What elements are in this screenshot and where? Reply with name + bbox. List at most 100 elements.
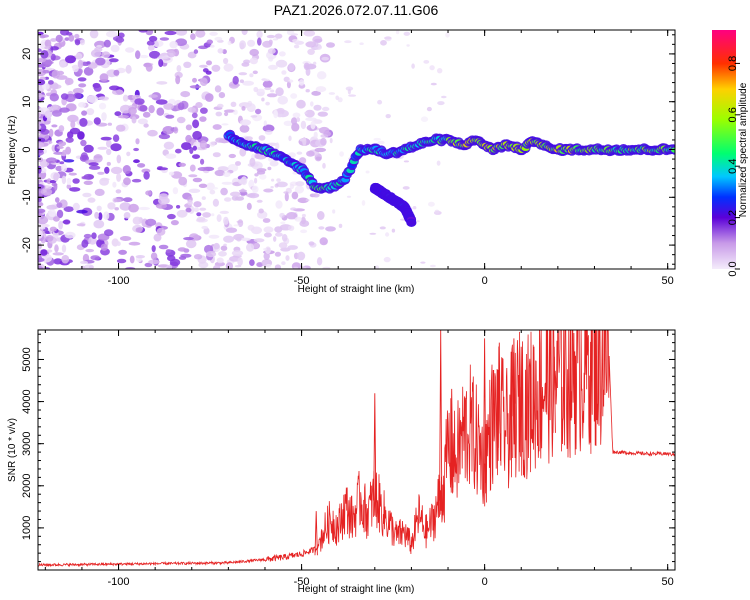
colorbar-tick-label: 0.2 [727,210,739,225]
spectrogram-cell [288,62,295,72]
colorbar-ticks: 0.0 0.2 0.4 0.6 0.8 [727,56,740,277]
spectrogram-cell [114,207,119,211]
spectrogram-cell [45,235,54,242]
spectrogram-cell [385,232,390,237]
spectrogram-cell [113,69,120,76]
spectrogram-cell [257,37,262,46]
snr-spike [373,393,377,517]
spectrogram-cell [65,57,76,64]
spectrogram-cell [42,69,50,74]
spectrogram-cell [110,166,123,175]
spectrogram-cell [146,40,155,46]
colorbar-tick-label: 0.4 [727,159,739,174]
spectrogram-cell [83,144,94,153]
spectrogram-cell [148,105,155,114]
spectrogram-cell [50,82,59,90]
spectrogram-cell [97,96,109,101]
spectrogram-cell [379,226,386,230]
spectrogram-cell [300,120,307,130]
spectrogram-cell [240,119,251,126]
spectrogram-cell [222,49,227,55]
spectrogram-cell [312,193,320,198]
spectrogram-cell [178,162,186,167]
spectrogram-cell [50,53,56,61]
spectrogram-cell [377,99,383,105]
spectrogram-cell [38,31,44,35]
spectrogram-cell [38,79,46,86]
spectrogram-cell [89,30,99,39]
spectrogram-cell [77,77,87,82]
spectrogram-cell [188,188,201,193]
spectrogram-cell [275,87,284,97]
spectrogram-cell [320,134,329,138]
spectrogram-cell [325,226,336,232]
spectrogram-cell [303,62,310,71]
spectrogram-cell [215,137,224,143]
spectrogram-cell [264,130,273,135]
spectrogram-cell [281,234,288,242]
spectrogram-cell [165,114,175,119]
spectrogram-cell [64,231,76,239]
snr-series [38,330,675,568]
spectrogram-cell [156,81,168,85]
spectrogram-cell [192,130,203,140]
spectrogram-cell [205,251,217,258]
spectrogram-cell [211,213,215,217]
spectrogram-cell [67,114,79,123]
spectrogram-cell [268,64,278,70]
spectrogram-cell [278,242,288,249]
spectrogram-cell [189,164,196,172]
spectrogram-cell [209,141,216,147]
spectrogram-cell [142,111,151,118]
spectrogram-ridge [223,129,675,227]
spectrogram-cell [221,123,229,126]
spectrogram-cell [229,83,241,87]
spectrogram-cell [227,40,232,46]
spectrogram-cell [39,76,46,81]
colorbar: 0.0 0.2 0.4 0.6 0.8 Normalized spectral ampl… [712,30,749,277]
spectrogram-cell [94,211,99,219]
spectrogram-cell [437,101,445,106]
snr-spike [512,338,516,459]
spectrogram-cell [170,220,179,226]
spectrogram-cell [195,102,203,108]
spectrogram-cell [345,86,354,91]
spectrogram-cell [262,80,273,88]
spectrogram-cell [256,168,267,172]
spectrogram-cell [258,135,266,141]
spectrogram-cell [375,265,380,269]
spectrogram-cell [239,124,250,133]
spectrogram-cell [53,216,60,222]
spectrogram-cell [145,190,152,196]
spectrogram-cell [132,216,142,225]
spectrogram-cell [219,210,229,214]
spectrogram-cell [77,131,85,140]
spectrogram-cell [116,154,122,164]
spectrogram-cell [70,120,76,129]
spectrogram-cell [235,161,241,166]
spectrogram-cell [283,191,289,194]
spectrogram-cell [38,208,46,214]
spectrogram-cell [250,115,258,118]
spectrogram-cell [110,143,122,152]
spectrogram-cell [196,212,202,217]
spectrogram-cell [247,39,256,47]
spectrogram-cell [104,229,114,237]
spectrogram-cell [39,35,46,39]
snr-y-tick-label: 3000 [21,431,33,455]
spectrogram-cell [305,117,317,121]
spectrogram-cell [273,236,277,242]
spectrogram-cell [143,123,149,128]
spectrogram-cell [217,103,224,109]
spectrogram-cell [272,38,279,41]
spectrogram-cell [199,140,207,150]
spectrogram-cell [104,166,110,174]
spectrogram-cell [250,226,263,235]
spectrogram-cell [275,142,280,150]
snr-spike [497,342,501,461]
spectrogram-cell [223,109,236,113]
spectrogram-cell [176,209,188,218]
spectrogram-cell [84,264,94,269]
spectrogram-cell [139,54,149,59]
spectrogram-cell [246,202,252,210]
